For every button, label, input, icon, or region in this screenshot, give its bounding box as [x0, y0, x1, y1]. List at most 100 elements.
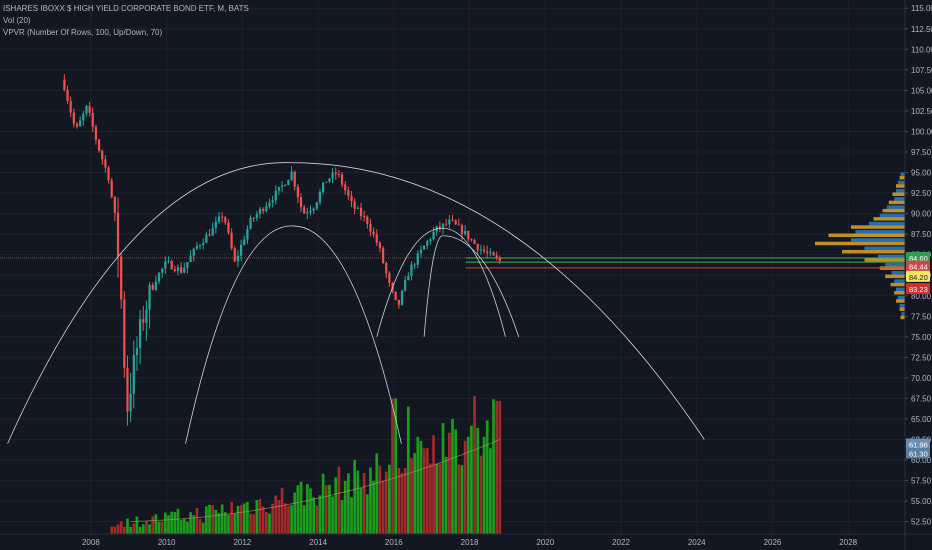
volume-bar — [435, 463, 439, 534]
volume-bar — [246, 501, 249, 534]
candle-body — [94, 126, 98, 140]
price-tag-label: 61.96 — [909, 440, 928, 449]
volume-bar — [340, 500, 344, 534]
candle-body — [91, 112, 94, 127]
time-tick-label: 2028 — [839, 538, 857, 547]
candle-body — [438, 226, 441, 229]
price-axis[interactable]: 52.5055.0057.5060.0062.5065.0067.5070.00… — [904, 0, 932, 550]
vpvr-row-down — [851, 225, 905, 229]
candle-body — [350, 195, 353, 202]
price-tag-box — [906, 251, 930, 263]
volume-bar — [113, 526, 117, 534]
volume-bar — [425, 448, 429, 534]
volume-bar — [173, 512, 177, 534]
price-tick-label: 60.00 — [911, 456, 932, 465]
candle-body — [498, 257, 501, 261]
candle-body — [139, 319, 142, 348]
volume-bar — [126, 518, 129, 534]
candle-body — [454, 220, 457, 225]
volume-bar — [236, 505, 240, 534]
candle-body — [126, 367, 129, 412]
volume-bar — [337, 466, 341, 534]
vpvr-row-down — [892, 192, 905, 196]
candle-body — [265, 206, 268, 211]
candle-body — [464, 230, 467, 235]
vpvr-row-up — [896, 287, 905, 292]
candle-body — [202, 242, 205, 246]
candle-body — [381, 248, 385, 263]
vpvr-row-up — [851, 238, 905, 242]
candle-body — [79, 120, 82, 127]
volume-bar — [239, 504, 243, 534]
candle-body — [107, 167, 110, 181]
volume-bar — [444, 456, 448, 534]
vpvr-row-down — [828, 233, 905, 238]
candle-body — [309, 210, 312, 213]
time-axis[interactable]: 2008 2010 2012 2014 2016 2018 2020 2022 2024 2026… — [0, 533, 932, 547]
candle-body — [214, 221, 217, 228]
price-tick-label: 92.50 — [911, 189, 932, 198]
vpvr-row-down — [815, 241, 905, 246]
candle-body — [441, 223, 445, 229]
volume-bar — [375, 453, 379, 534]
candle-body — [312, 208, 315, 211]
candle-body — [72, 112, 75, 124]
candle-body — [416, 253, 419, 265]
volume-bars — [110, 395, 502, 534]
candle-body — [489, 252, 492, 254]
symbol-title[interactable]: ISHARES IBOXX $ HIGH YIELD CORPORATE BON… — [3, 4, 249, 13]
candle-body — [164, 261, 167, 269]
price-tag-label: 84.44 — [909, 263, 928, 272]
candle-body — [208, 234, 211, 236]
volume-bar — [283, 503, 287, 534]
volume-bar — [489, 448, 492, 534]
candle-body — [230, 232, 233, 249]
volume-bar — [463, 440, 467, 534]
candle-body — [227, 222, 230, 233]
price-tick-label: 65.00 — [911, 415, 932, 424]
volume-bar — [356, 470, 360, 534]
volume-bar — [413, 453, 416, 534]
candle-body — [148, 284, 151, 310]
volume-bar — [195, 507, 199, 534]
vpvr-row-up — [897, 295, 905, 300]
price-tick-label: 80.00 — [911, 292, 932, 301]
time-tick-label: 2024 — [688, 538, 706, 547]
price-tag-label: 61.30 — [909, 449, 928, 458]
volume-bar — [391, 398, 394, 534]
vpvr-row-down — [882, 208, 905, 213]
price-tick-label: 72.50 — [911, 353, 932, 362]
candle-body — [315, 202, 318, 209]
vpvr-indicator-label[interactable]: VPVR (Number Of Rows, 100, Up/Down, 70) — [3, 28, 163, 37]
candle-body — [340, 174, 344, 185]
vpvr-row-up — [864, 246, 905, 250]
candle-body — [325, 181, 328, 183]
volume-bar — [353, 459, 357, 534]
volume-bar — [331, 496, 334, 534]
candle-body — [120, 256, 123, 300]
volume-bar — [252, 514, 256, 534]
volume-bar — [384, 471, 388, 534]
candle-body — [347, 190, 350, 196]
volume-bar — [249, 513, 252, 534]
candle-body — [448, 219, 451, 225]
vpvr-row-down — [899, 176, 905, 180]
candle-body — [135, 347, 139, 356]
volume-bar — [466, 436, 470, 534]
price-tick-label: 97.50 — [911, 148, 932, 157]
price-tick-label: 67.50 — [911, 394, 932, 403]
candle-body — [268, 202, 271, 207]
candle-body — [176, 267, 180, 272]
candle-body — [344, 184, 347, 191]
volume-bar — [148, 524, 151, 534]
candle-body — [287, 179, 290, 186]
arc-curve — [376, 227, 506, 337]
volume-bar — [233, 513, 237, 534]
candle-body — [410, 264, 413, 276]
candle-body — [369, 223, 372, 232]
volume-bar — [406, 406, 410, 534]
volume-bar — [119, 521, 123, 534]
volume-indicator-label[interactable]: Vol (20) — [3, 16, 31, 25]
grid-lines — [0, 0, 905, 534]
